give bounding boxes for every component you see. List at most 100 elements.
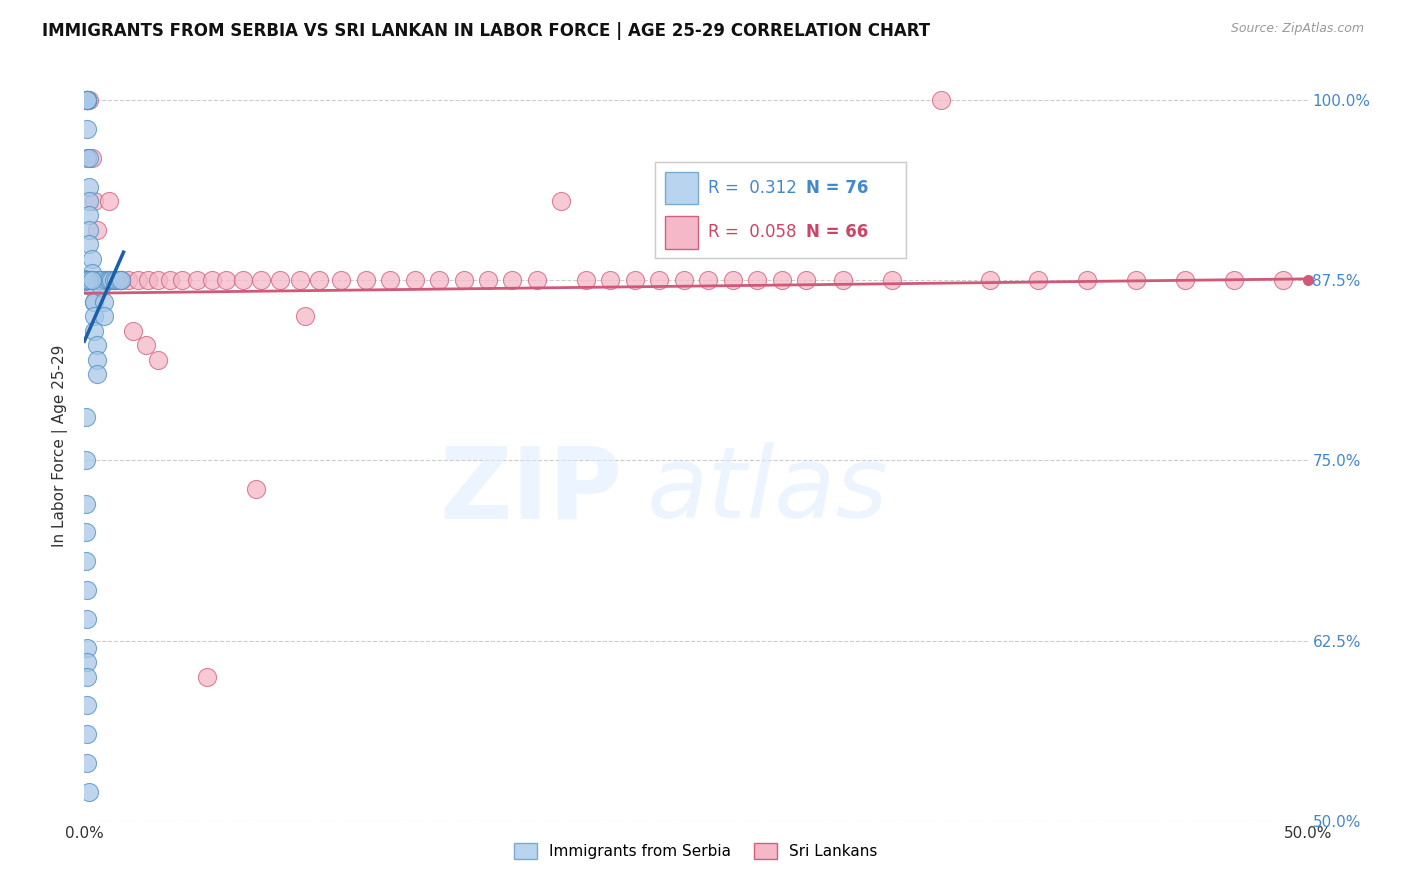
Point bbox=[648, 273, 671, 287]
Point bbox=[75, 273, 97, 287]
Point bbox=[624, 273, 647, 287]
Point bbox=[77, 237, 100, 252]
Point bbox=[75, 273, 97, 287]
Point bbox=[404, 273, 426, 287]
Point bbox=[77, 223, 100, 237]
Point bbox=[83, 294, 105, 309]
Point bbox=[76, 93, 98, 107]
Point bbox=[77, 273, 100, 287]
Point bbox=[122, 324, 145, 338]
Point bbox=[249, 273, 271, 287]
Point bbox=[80, 273, 103, 287]
Point bbox=[721, 273, 744, 287]
Point bbox=[76, 93, 98, 107]
Point bbox=[75, 273, 97, 287]
Point bbox=[75, 273, 97, 287]
Point bbox=[477, 273, 499, 287]
Point bbox=[105, 273, 128, 287]
Point bbox=[453, 273, 475, 287]
Point bbox=[87, 273, 110, 287]
Point bbox=[1272, 273, 1295, 287]
Point bbox=[87, 273, 110, 287]
Point bbox=[794, 273, 817, 287]
Point bbox=[83, 194, 105, 208]
Point bbox=[1028, 273, 1050, 287]
Point bbox=[1223, 273, 1246, 287]
Point bbox=[1076, 273, 1098, 287]
FancyBboxPatch shape bbox=[665, 216, 697, 249]
Point bbox=[103, 273, 125, 287]
Point bbox=[75, 273, 97, 287]
Text: R =  0.058: R = 0.058 bbox=[707, 223, 796, 241]
Point bbox=[93, 273, 115, 287]
Point bbox=[90, 273, 112, 287]
Point bbox=[880, 273, 903, 287]
Point bbox=[76, 93, 98, 107]
Point bbox=[159, 273, 181, 287]
Point bbox=[770, 273, 793, 287]
Point bbox=[502, 273, 524, 287]
Point bbox=[245, 482, 267, 496]
Point bbox=[354, 273, 377, 287]
Point bbox=[75, 410, 97, 425]
Point bbox=[80, 151, 103, 165]
Point bbox=[308, 273, 330, 287]
Text: atlas: atlas bbox=[647, 442, 889, 540]
Point bbox=[697, 273, 720, 287]
Point bbox=[77, 194, 100, 208]
Point bbox=[75, 525, 97, 540]
Point bbox=[294, 310, 316, 324]
Point bbox=[77, 93, 100, 107]
Point bbox=[93, 310, 115, 324]
Point bbox=[110, 273, 132, 287]
Point bbox=[75, 273, 97, 287]
Point bbox=[75, 273, 97, 287]
Point bbox=[117, 273, 139, 287]
Point bbox=[86, 352, 108, 367]
Point bbox=[76, 727, 98, 741]
Y-axis label: In Labor Force | Age 25-29: In Labor Force | Age 25-29 bbox=[52, 345, 69, 547]
Point bbox=[76, 756, 98, 770]
Point bbox=[75, 273, 97, 287]
Point bbox=[75, 273, 97, 287]
Point bbox=[80, 280, 103, 294]
Point bbox=[83, 310, 105, 324]
Point bbox=[526, 273, 548, 287]
Point bbox=[76, 93, 98, 107]
Point bbox=[75, 273, 97, 287]
Point bbox=[80, 266, 103, 280]
Point bbox=[76, 669, 98, 683]
Point bbox=[75, 273, 97, 287]
Point bbox=[215, 273, 238, 287]
Point bbox=[288, 273, 311, 287]
Point bbox=[100, 273, 122, 287]
Point bbox=[127, 273, 149, 287]
Point bbox=[87, 273, 110, 287]
Point bbox=[146, 352, 169, 367]
Point bbox=[97, 273, 120, 287]
Point bbox=[75, 273, 97, 287]
Point bbox=[75, 273, 97, 287]
Point bbox=[76, 612, 98, 626]
Point bbox=[77, 209, 100, 223]
Point bbox=[110, 273, 132, 287]
Point bbox=[107, 273, 129, 287]
Point bbox=[550, 194, 572, 208]
Point bbox=[75, 273, 97, 287]
Point bbox=[76, 151, 98, 165]
Point bbox=[575, 273, 598, 287]
Point bbox=[86, 338, 108, 352]
Point bbox=[76, 122, 98, 136]
Point bbox=[1174, 273, 1197, 287]
Point bbox=[90, 273, 112, 287]
Point bbox=[929, 93, 952, 107]
Point bbox=[75, 273, 97, 287]
Point bbox=[77, 151, 100, 165]
Point bbox=[135, 338, 157, 352]
Text: R =  0.312: R = 0.312 bbox=[707, 179, 797, 197]
Point bbox=[747, 273, 769, 287]
Point bbox=[979, 273, 1001, 287]
Point bbox=[103, 273, 125, 287]
Point bbox=[75, 554, 97, 568]
Point bbox=[93, 273, 115, 287]
